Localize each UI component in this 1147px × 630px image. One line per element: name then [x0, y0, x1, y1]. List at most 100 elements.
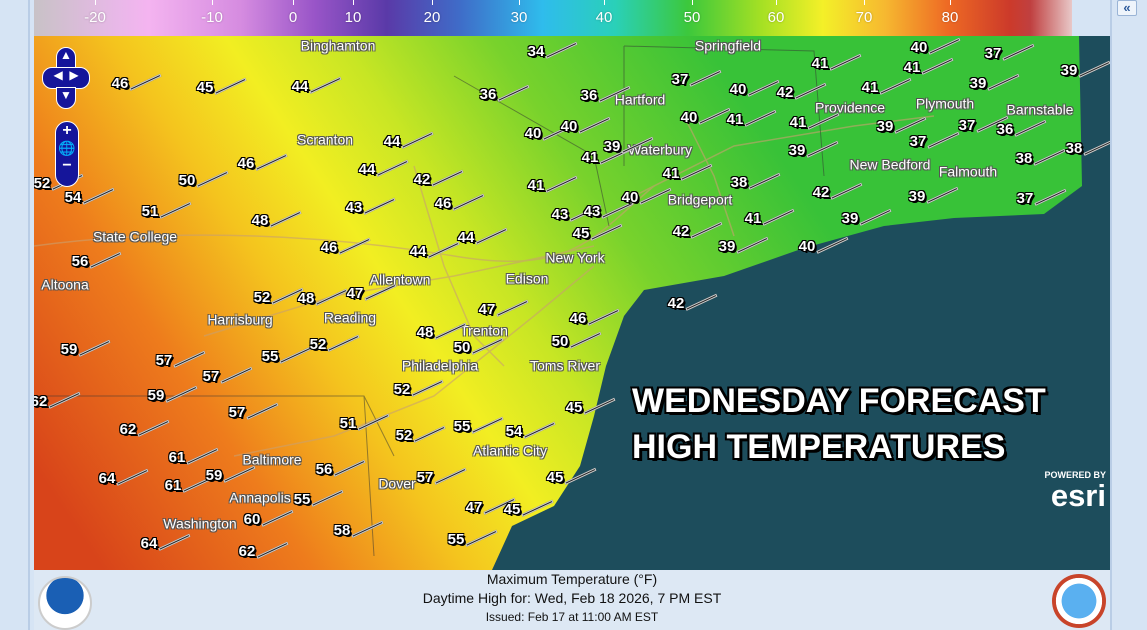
pan-up-button[interactable]: ▲: [56, 47, 76, 69]
zoom-out-button[interactable]: −: [62, 157, 72, 174]
zoom-in-button[interactable]: +: [62, 122, 72, 139]
temperature-label[interactable]: 55: [453, 418, 471, 435]
temperature-label[interactable]: 61: [164, 477, 182, 494]
temperature-label[interactable]: 54: [64, 189, 82, 206]
temperature-label[interactable]: 59: [205, 467, 223, 484]
temperature-label[interactable]: 41: [811, 55, 829, 72]
temperature-label[interactable]: 36: [996, 121, 1014, 138]
temperature-label[interactable]: 56: [315, 461, 333, 478]
temperature-label[interactable]: 45: [196, 79, 214, 96]
temperature-label[interactable]: 51: [141, 203, 159, 220]
temperature-label[interactable]: 40: [798, 238, 816, 255]
temperature-label[interactable]: 47: [346, 285, 364, 302]
temperature-label[interactable]: 41: [581, 149, 599, 166]
temperature-label[interactable]: 52: [253, 289, 271, 306]
temperature-label[interactable]: 48: [297, 290, 315, 307]
temperature-label[interactable]: 62: [119, 421, 137, 438]
temperature-label[interactable]: 39: [1060, 62, 1078, 79]
temperature-label[interactable]: 41: [527, 177, 545, 194]
pan-left-right-control[interactable]: ◀ ▶: [42, 67, 90, 89]
temperature-label[interactable]: 61: [168, 449, 186, 466]
temperature-label[interactable]: 39: [969, 75, 987, 92]
temperature-label[interactable]: 57: [155, 352, 173, 369]
temperature-label[interactable]: 47: [465, 499, 483, 516]
temperature-label[interactable]: 59: [60, 341, 78, 358]
temperature-label[interactable]: 56: [71, 253, 89, 270]
temperature-label[interactable]: 37: [1016, 190, 1034, 207]
collapse-panel-button[interactable]: «: [1117, 0, 1137, 16]
temperature-label[interactable]: 62: [238, 543, 256, 560]
temperature-label[interactable]: 42: [667, 295, 685, 312]
temperature-label[interactable]: 40: [729, 81, 747, 98]
temperature-label[interactable]: 57: [202, 368, 220, 385]
temperature-label[interactable]: 48: [251, 212, 269, 229]
temperature-label[interactable]: 42: [776, 84, 794, 101]
temperature-label[interactable]: 46: [320, 239, 338, 256]
temperature-label[interactable]: 48: [416, 324, 434, 341]
temperature-label[interactable]: 42: [672, 223, 690, 240]
temperature-label[interactable]: 64: [140, 535, 158, 552]
globe-icon[interactable]: 🌐: [58, 140, 76, 156]
temperature-label[interactable]: 37: [984, 45, 1002, 62]
temperature-label[interactable]: 52: [393, 381, 411, 398]
temperature-label[interactable]: 57: [228, 404, 246, 421]
temperature-label[interactable]: 55: [261, 348, 279, 365]
temperature-label[interactable]: 38: [730, 174, 748, 191]
temperature-label[interactable]: 57: [416, 469, 434, 486]
temperature-label[interactable]: 39: [718, 238, 736, 255]
temperature-label[interactable]: 44: [409, 243, 427, 260]
temperature-label[interactable]: 45: [572, 225, 590, 242]
temperature-label[interactable]: 41: [789, 114, 807, 131]
temperature-label[interactable]: 43: [345, 199, 363, 216]
temperature-label[interactable]: 39: [841, 210, 859, 227]
temperature-label[interactable]: 50: [551, 333, 569, 350]
temperature-label[interactable]: 39: [788, 142, 806, 159]
temperature-label[interactable]: 44: [358, 161, 376, 178]
temperature-label[interactable]: 51: [339, 415, 357, 432]
temperature-label[interactable]: 44: [291, 78, 309, 95]
temperature-label[interactable]: 41: [903, 59, 921, 76]
temperature-label[interactable]: 45: [503, 501, 521, 518]
temperature-label[interactable]: 46: [434, 195, 452, 212]
temperature-label[interactable]: 40: [621, 189, 639, 206]
temperature-label[interactable]: 60: [243, 511, 261, 528]
temperature-label[interactable]: 44: [383, 133, 401, 150]
temperature-label[interactable]: 45: [546, 469, 564, 486]
temperature-label[interactable]: 59: [147, 387, 165, 404]
temperature-label[interactable]: 34: [527, 43, 545, 60]
temperature-label[interactable]: 43: [583, 203, 601, 220]
temperature-label[interactable]: 39: [908, 188, 926, 205]
temperature-label[interactable]: 41: [744, 210, 762, 227]
temperature-label[interactable]: 40: [910, 39, 928, 56]
map-canvas[interactable]: Binghamton Springfield Hartford Waterbury Pr…: [34, 36, 1110, 570]
pan-control[interactable]: ▲ ◀ ▶ ▼: [42, 47, 90, 111]
temperature-label[interactable]: 38: [1015, 150, 1033, 167]
temperature-label[interactable]: 37: [909, 133, 927, 150]
temperature-label[interactable]: 42: [413, 171, 431, 188]
temperature-label[interactable]: 42: [812, 184, 830, 201]
temperature-label[interactable]: 46: [237, 155, 255, 172]
temperature-label[interactable]: 52: [309, 336, 327, 353]
temperature-label[interactable]: 62: [34, 393, 48, 410]
temperature-label[interactable]: 40: [524, 125, 542, 142]
temperature-label[interactable]: 43: [551, 206, 569, 223]
temperature-label[interactable]: 41: [726, 111, 744, 128]
temperature-label[interactable]: 36: [580, 87, 598, 104]
temperature-label[interactable]: 55: [293, 491, 311, 508]
temperature-label[interactable]: 64: [98, 470, 116, 487]
temperature-label[interactable]: 45: [565, 399, 583, 416]
temperature-label[interactable]: 46: [111, 75, 129, 92]
temperature-label[interactable]: 41: [861, 79, 879, 96]
temperature-label[interactable]: 41: [662, 165, 680, 182]
temperature-label[interactable]: 58: [333, 522, 351, 539]
temperature-label[interactable]: 47: [478, 301, 496, 318]
temperature-label[interactable]: 54: [505, 423, 523, 440]
temperature-label[interactable]: 40: [680, 109, 698, 126]
temperature-label[interactable]: 36: [479, 86, 497, 103]
temperature-label[interactable]: 40: [560, 118, 578, 135]
temperature-label[interactable]: 37: [958, 117, 976, 134]
pan-down-button[interactable]: ▼: [56, 87, 76, 109]
temperature-label[interactable]: 55: [447, 531, 465, 548]
temperature-label[interactable]: 44: [457, 229, 475, 246]
temperature-label[interactable]: 39: [876, 118, 894, 135]
